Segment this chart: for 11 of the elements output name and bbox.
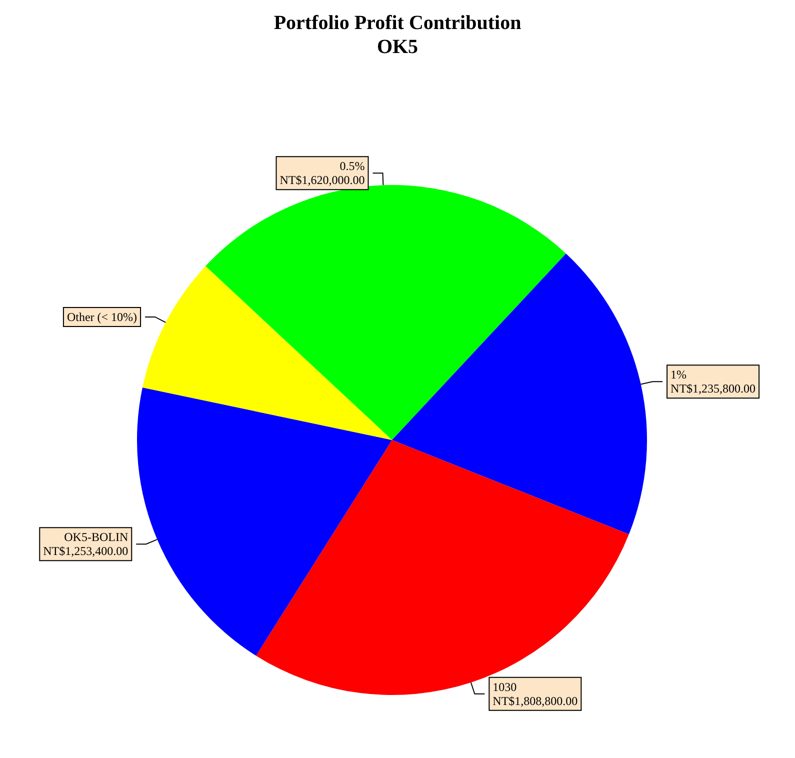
- data-label: NT$1,620,000.00: [280, 173, 365, 188]
- data-label: NT$1,808,800.00: [492, 694, 578, 708]
- data-label: NT$1,253,400.00: [43, 544, 128, 558]
- slice-label: 1%: [670, 368, 687, 382]
- chart-subtitle: OK5: [376, 36, 418, 58]
- slice-label: 0.5%: [340, 159, 365, 174]
- chart-title: Portfolio Profit Contribution: [274, 12, 522, 34]
- slice-label: Other (< 10%): [66, 310, 138, 324]
- slice-label: OK5-BOLIN: [64, 530, 128, 544]
- slice-label: 1030: [492, 680, 517, 694]
- data-label: NT$1,235,800.00: [670, 382, 756, 396]
